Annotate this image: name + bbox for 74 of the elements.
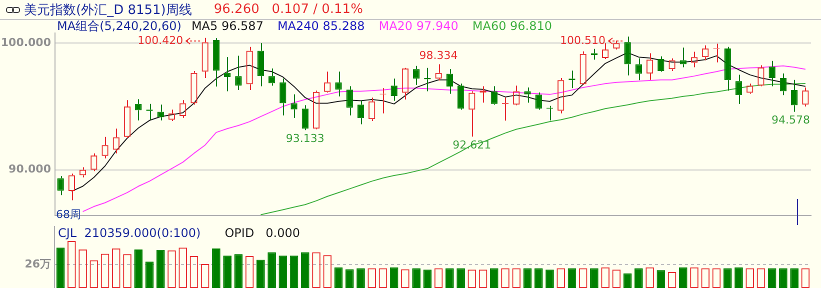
bar — [356, 268, 365, 288]
bar — [523, 268, 532, 288]
bar — [456, 268, 465, 288]
bar — [623, 273, 632, 288]
bar — [568, 268, 576, 288]
candlestick — [535, 92, 542, 110]
bar — [590, 268, 598, 288]
bar — [678, 267, 688, 288]
bar — [212, 248, 220, 288]
bar — [234, 254, 243, 288]
bar — [534, 268, 543, 288]
candlestick — [735, 74, 742, 104]
candlestick — [790, 79, 798, 112]
bar — [223, 256, 232, 288]
bar — [490, 268, 498, 288]
y-tick-label: 90.000 — [8, 162, 52, 176]
candlestick — [457, 83, 464, 110]
bar — [334, 267, 343, 288]
candlestick — [290, 94, 298, 118]
candlestick — [257, 42, 264, 87]
candlestick — [768, 60, 776, 87]
bar — [423, 270, 432, 288]
annotation: MA240 85.288 — [277, 19, 365, 33]
bar — [768, 268, 776, 288]
candlestick — [346, 86, 353, 116]
bar — [446, 268, 454, 288]
chart-title: CJL 210359.000(0:100) — [58, 226, 201, 240]
annotation: 68周 — [56, 207, 81, 222]
candlestick — [524, 86, 531, 104]
bar — [156, 250, 165, 288]
chart-title: 美元指数(外汇_D 8151)周线 — [24, 2, 192, 18]
bar — [145, 262, 154, 288]
bar — [345, 269, 354, 288]
candlestick — [57, 176, 64, 196]
candlestick — [302, 104, 308, 131]
candlestick — [335, 71, 342, 97]
bar — [656, 270, 666, 288]
legend-title: MA组合(5,240,20,60) — [57, 19, 182, 33]
annotation: 94.578 — [772, 114, 810, 127]
candlestick — [357, 100, 364, 125]
bar — [290, 256, 298, 288]
ref-line-label: 26万 — [24, 257, 51, 270]
bar — [278, 256, 288, 288]
candlestick — [212, 38, 220, 87]
annotation: 98.334 — [419, 49, 458, 62]
candlestick — [780, 73, 787, 96]
bar — [779, 268, 788, 288]
candlestick — [446, 68, 454, 94]
candlestick — [624, 36, 631, 76]
chart-subtitle: 96.260 0.107 / 0.11% — [214, 2, 363, 17]
text: OPID 0.000 — [224, 226, 300, 240]
candlestick — [224, 56, 231, 92]
y-tick-label: 100.000 — [0, 36, 52, 49]
annotation: 100.420 — [138, 34, 184, 47]
annotation: 100.510 — [560, 34, 606, 47]
text: MA60 96.810 — [472, 19, 552, 33]
bar — [634, 268, 643, 288]
bar — [546, 270, 554, 288]
bar — [723, 268, 732, 288]
bar — [412, 268, 420, 288]
bar — [790, 268, 798, 288]
bar — [734, 267, 743, 288]
bar — [134, 249, 143, 288]
text: MA20 97.940 — [378, 19, 458, 33]
candlestick — [280, 78, 286, 116]
bar — [268, 252, 276, 288]
annotation: 93.133 — [286, 132, 324, 145]
candlestick — [135, 98, 142, 121]
candlestick — [680, 47, 686, 68]
bar — [300, 252, 310, 288]
bar — [390, 267, 398, 288]
candlestick — [724, 46, 731, 92]
text: MA5 96.587 — [191, 19, 264, 33]
bar — [256, 260, 265, 288]
